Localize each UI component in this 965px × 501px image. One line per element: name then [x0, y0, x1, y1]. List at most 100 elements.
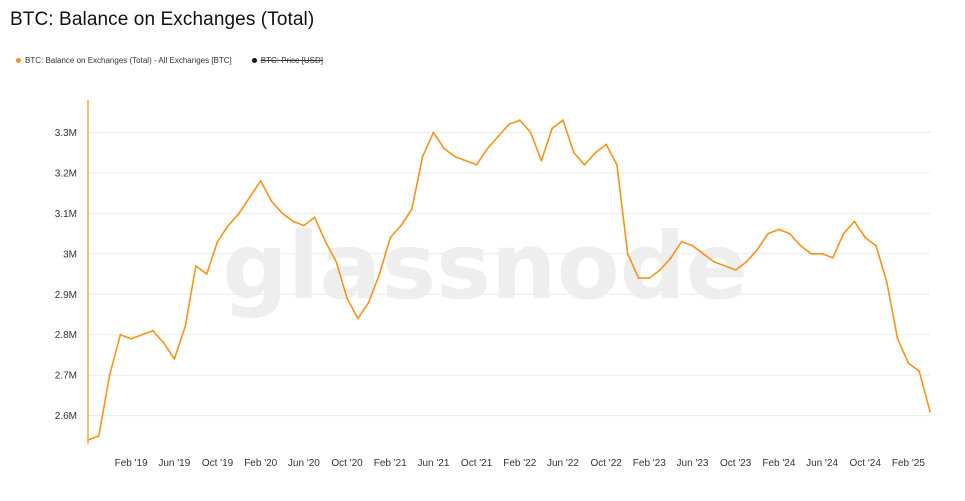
- data-point: [432, 131, 435, 134]
- data-point: [205, 273, 208, 275]
- data-point: [464, 159, 467, 162]
- data-point: [572, 151, 575, 154]
- data-point: [97, 435, 100, 437]
- x-tick-label: Jun '19: [158, 458, 190, 469]
- data-point: [238, 212, 241, 215]
- x-tick-label: Jun '23: [677, 458, 709, 469]
- y-tick-label: 3.3M: [55, 128, 77, 139]
- data-point: [508, 123, 510, 126]
- legend-label-price: BTC: Price [USD]: [260, 56, 323, 65]
- data-point: [724, 265, 726, 267]
- legend-dot-icon: [251, 58, 257, 63]
- data-point: [767, 232, 769, 235]
- data-point: [648, 277, 651, 279]
- data-point: [605, 143, 608, 146]
- data-point: [249, 196, 251, 199]
- y-tick-label: 3.2M: [55, 168, 77, 179]
- data-point: [799, 244, 802, 247]
- legend-dot-icon: [16, 58, 21, 63]
- data-point: [335, 261, 338, 263]
- legend-item-balance[interactable]: BTC: Balance on Exchanges (Total) - All …: [16, 56, 232, 65]
- data-point: [184, 325, 187, 328]
- data-point: [821, 252, 823, 255]
- data-point: [87, 439, 89, 441]
- data-point: [756, 248, 759, 251]
- chart-title: BTC: Balance on Exchanges (Total): [10, 9, 315, 30]
- data-point: [173, 358, 176, 360]
- data-point: [119, 333, 122, 336]
- legend-item-price[interactable]: BTC: Price [USD]: [251, 56, 323, 65]
- data-point: [659, 269, 661, 271]
- data-point: [162, 341, 165, 344]
- data-point: [842, 232, 845, 235]
- data-point: [443, 147, 446, 150]
- data-point: [637, 277, 640, 279]
- data-point: [313, 216, 316, 219]
- x-tick-label: Jun '24: [806, 458, 838, 469]
- y-tick-label: 2.8M: [55, 330, 77, 341]
- data-point: [357, 317, 359, 320]
- data-point: [626, 252, 629, 255]
- data-point: [486, 147, 489, 150]
- x-tick-label: Feb '21: [374, 458, 407, 469]
- data-point: [410, 208, 413, 211]
- data-point: [454, 155, 456, 158]
- data-point: [216, 240, 219, 243]
- data-point: [151, 329, 154, 332]
- data-point: [540, 159, 543, 162]
- data-point: [475, 163, 478, 166]
- data-point: [259, 180, 262, 182]
- data-point: [875, 244, 877, 247]
- x-tick-label: Feb '24: [762, 458, 795, 469]
- data-point: [292, 220, 294, 223]
- data-point: [831, 256, 834, 259]
- y-tick-label: 2.7M: [55, 371, 77, 382]
- data-point: [616, 163, 618, 166]
- x-tick-label: Feb '20: [244, 458, 277, 469]
- data-point: [583, 163, 586, 166]
- x-tick-label: Jun '20: [288, 458, 320, 469]
- data-point: [378, 273, 381, 275]
- data-point: [713, 261, 715, 263]
- y-tick-label: 2.9M: [55, 290, 77, 301]
- x-tick-label: Feb '22: [503, 458, 536, 469]
- data-point: [346, 297, 348, 300]
- x-tick-label: Feb '25: [892, 458, 925, 469]
- data-point: [227, 224, 230, 227]
- y-tick-label: 3.1M: [55, 209, 77, 220]
- y-tick-label: 3M: [63, 249, 77, 260]
- data-point: [497, 135, 500, 138]
- data-point: [745, 261, 748, 263]
- data-point: [918, 370, 921, 373]
- data-point: [529, 131, 532, 134]
- data-point: [562, 119, 564, 122]
- data-point: [907, 362, 910, 364]
- data-point: [389, 236, 392, 239]
- data-point: [518, 119, 521, 122]
- data-point: [195, 265, 197, 267]
- data-point: [929, 410, 931, 413]
- watermark: glassnode: [222, 213, 748, 320]
- x-tick-label: Oct '19: [202, 458, 234, 469]
- data-point: [778, 228, 780, 231]
- data-point: [670, 256, 672, 259]
- x-tick-label: Jun '22: [547, 458, 579, 469]
- data-point: [400, 224, 402, 227]
- legend-label-balance: BTC: Balance on Exchanges (Total) - All …: [25, 56, 232, 65]
- data-point: [594, 151, 597, 154]
- legend: BTC: Balance on Exchanges (Total) - All …: [16, 56, 343, 65]
- data-point: [281, 212, 284, 215]
- data-point: [853, 220, 856, 223]
- data-point: [130, 337, 133, 340]
- x-tick-label: Jun '21: [417, 458, 449, 469]
- x-tick-label: Oct '20: [331, 458, 363, 469]
- data-point: [421, 155, 424, 158]
- data-point: [810, 252, 813, 255]
- data-point: [680, 240, 683, 243]
- x-tick-label: Oct '23: [720, 458, 752, 469]
- data-point: [551, 127, 554, 130]
- data-point: [734, 269, 737, 271]
- data-point: [885, 281, 888, 283]
- data-point: [788, 232, 791, 235]
